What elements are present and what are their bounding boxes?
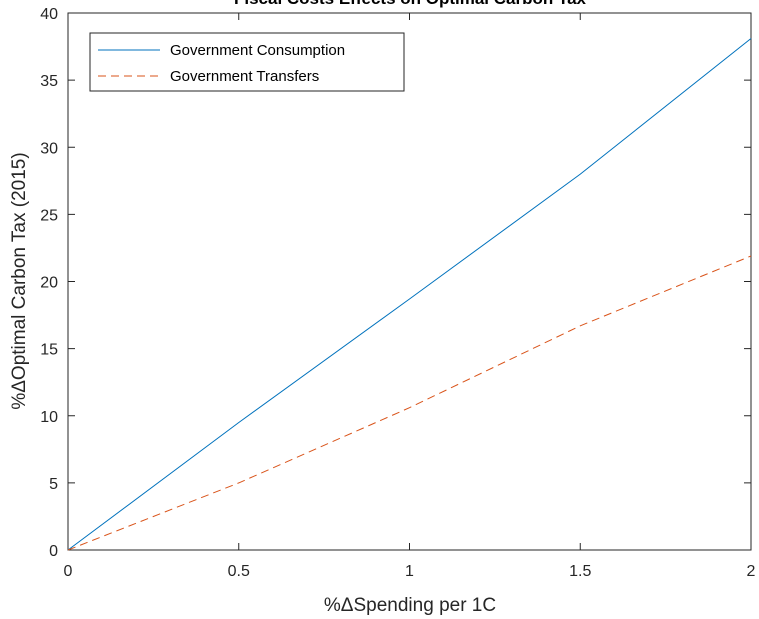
x-tick-label: 2 — [747, 563, 756, 580]
x-tick-label: 1 — [405, 563, 414, 580]
y-tick-label: 5 — [49, 476, 58, 493]
x-tick-label: 1.5 — [569, 563, 591, 580]
legend-box — [89, 32, 405, 92]
chart-title: Fiscal Costs Effects on Optimal Carbon T… — [234, 0, 587, 8]
y-tick-label: 10 — [40, 409, 58, 426]
y-tick-label: 25 — [40, 207, 58, 224]
y-tick-label: 0 — [49, 543, 58, 560]
legend-label-government-consumption: Government Consumption — [170, 42, 345, 59]
axes-box — [67, 12, 752, 551]
y-tick-label: 20 — [40, 275, 58, 292]
plot-area — [67, 12, 752, 551]
y-axis: 0 5 10 15 20 25 30 35 40 — [40, 6, 751, 560]
legend: Government Consumption Government Transf… — [89, 32, 405, 92]
series-layer — [67, 38, 752, 551]
y-tick-label: 30 — [40, 140, 58, 157]
x-axis-label: %ΔSpending per 1C — [324, 595, 496, 616]
y-tick-label: 15 — [40, 342, 58, 359]
x-tick-label: 0.5 — [228, 563, 250, 580]
legend-label-government-transfers: Government Transfers — [170, 68, 319, 85]
y-tick-label: 40 — [40, 6, 58, 23]
y-tick-label: 35 — [40, 73, 58, 90]
y-axis-label: %ΔOptimal Carbon Tax (2015) — [9, 152, 30, 409]
x-axis: 0 0.5 1 1.5 2 — [64, 13, 756, 580]
x-tick-label: 0 — [64, 563, 73, 580]
series-line-1 — [67, 255, 752, 551]
series-line-0 — [67, 38, 752, 551]
